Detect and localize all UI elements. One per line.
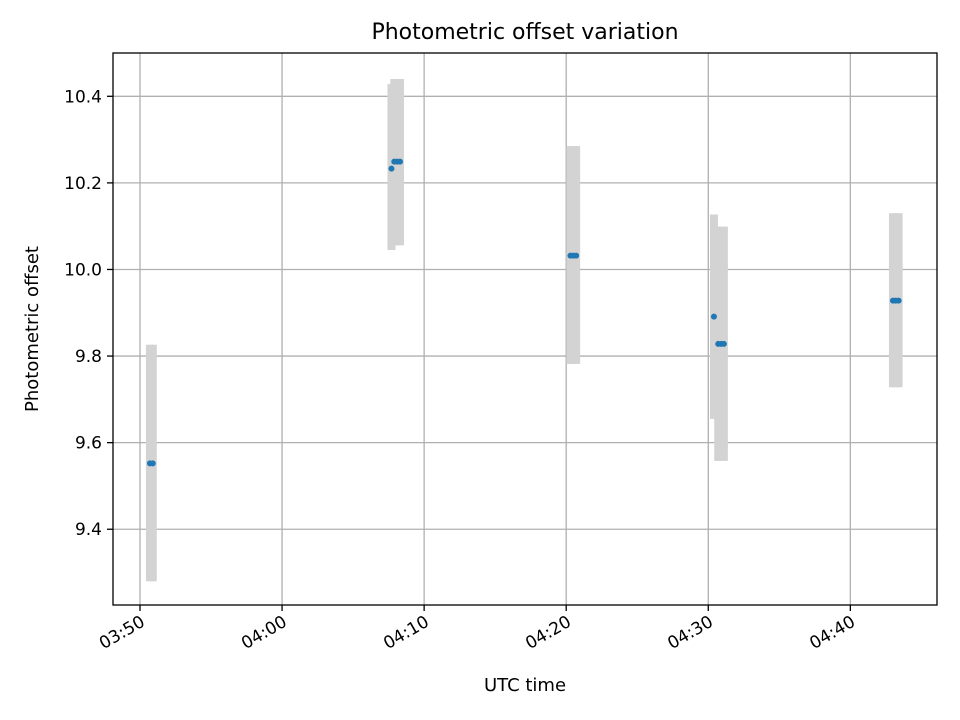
data-point — [396, 158, 403, 165]
chart-title: Photometric offset variation — [371, 20, 678, 45]
y-tick-label: 9.4 — [75, 520, 102, 540]
data-point — [895, 297, 902, 304]
y-tick-label: 10.2 — [64, 174, 102, 194]
data-point — [720, 340, 727, 347]
data-point — [573, 252, 580, 259]
y-tick-label: 10.0 — [64, 260, 102, 280]
data-point — [710, 313, 717, 320]
plot-frame — [112, 52, 938, 606]
y-axis-ticks: 9.4 9.6 9.8 10.0 10.2 10.4 — [64, 87, 113, 540]
grid-lines — [113, 53, 937, 605]
x-axis-label: UTC time — [484, 675, 566, 696]
data-points — [146, 158, 902, 467]
y-tick-label: 9.8 — [75, 347, 102, 367]
y-axis-label: Photometric offset — [22, 246, 43, 412]
data-point — [388, 165, 395, 172]
y-tick-label: 10.4 — [64, 87, 102, 107]
data-point — [149, 460, 156, 467]
y-tick-label: 9.6 — [75, 434, 102, 454]
